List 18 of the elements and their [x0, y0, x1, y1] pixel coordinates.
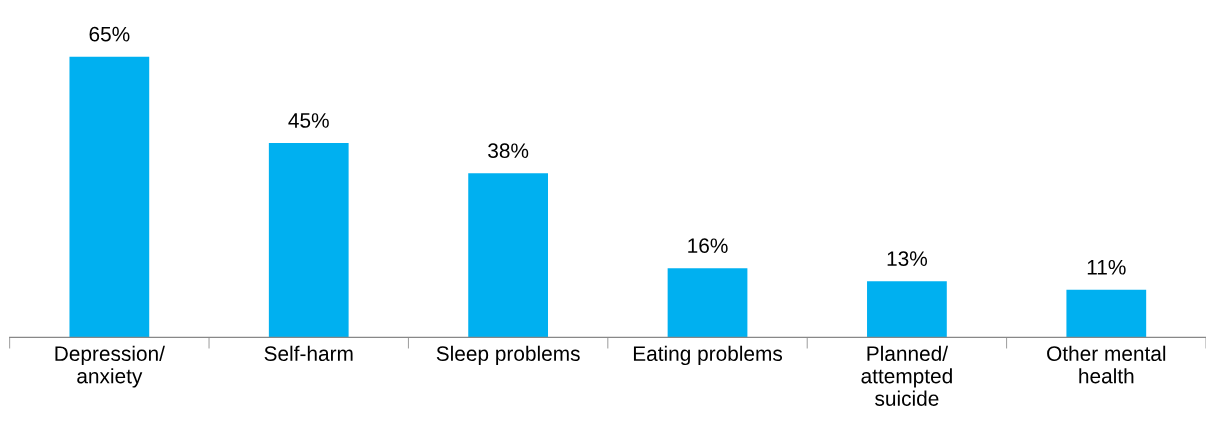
data-label: 13% — [887, 251, 928, 267]
bar — [268, 143, 349, 338]
x-tick-label: Planned/ attempted suicide — [861, 345, 952, 406]
data-label: 11% — [1087, 259, 1126, 275]
bar — [667, 268, 748, 338]
data-label: 38% — [488, 143, 529, 159]
data-label: 65% — [89, 26, 130, 42]
bar — [69, 56, 150, 338]
bar — [867, 281, 947, 338]
bar — [1066, 289, 1147, 338]
x-tick-label: Other mental health — [1047, 345, 1166, 384]
x-tick-label: Eating problems — [633, 345, 783, 366]
x-tick-label: Sleep problems — [436, 345, 580, 366]
data-label: 16% — [688, 238, 728, 254]
x-tick-label: Self-harm — [264, 345, 353, 361]
bar — [468, 173, 549, 338]
data-label: 45% — [288, 113, 329, 128]
x-tick-label: Depression/ anxiety — [55, 345, 165, 388]
